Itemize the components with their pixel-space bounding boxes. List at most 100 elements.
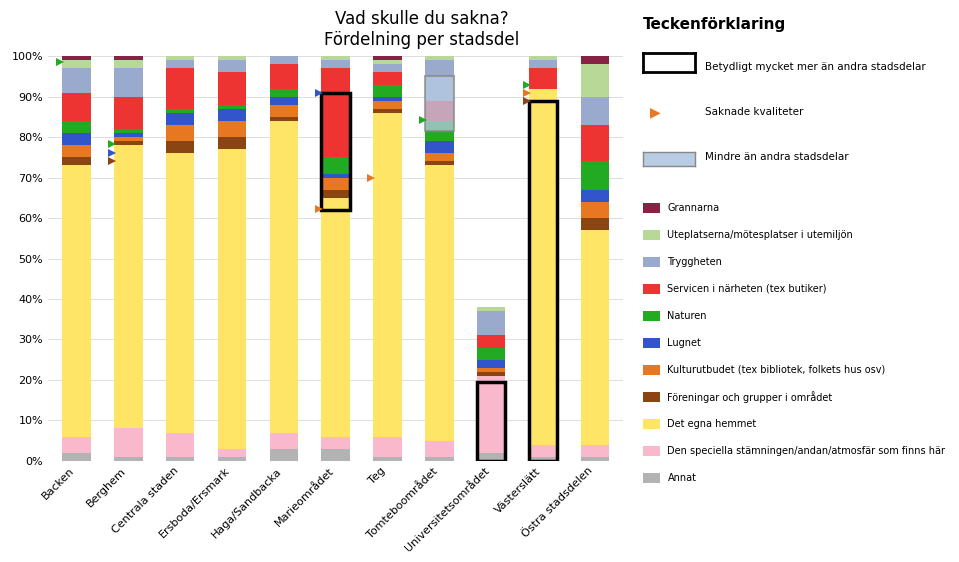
Bar xyxy=(425,76,454,131)
Text: Betydligt mycket mer än andra stadsdelar: Betydligt mycket mer än andra stadsdelar xyxy=(705,62,925,72)
Bar xyxy=(321,93,350,210)
Bar xyxy=(373,72,402,84)
Bar xyxy=(477,382,505,461)
Bar xyxy=(477,307,505,311)
Text: ▶: ▶ xyxy=(650,106,661,119)
Bar xyxy=(477,453,505,461)
Bar xyxy=(321,60,350,69)
Title: Vad skulle du sakna?
Fördelning per stadsdel: Vad skulle du sakna? Fördelning per stad… xyxy=(324,10,520,49)
Bar xyxy=(62,69,91,93)
Bar xyxy=(114,145,143,428)
Bar xyxy=(580,445,609,457)
Bar xyxy=(373,56,402,60)
Text: Föreningar och grupper i området: Föreningar och grupper i området xyxy=(667,391,832,403)
Bar xyxy=(528,457,557,461)
Bar xyxy=(62,157,91,165)
Bar xyxy=(269,448,298,461)
Bar xyxy=(114,69,143,97)
Bar xyxy=(114,60,143,69)
Bar xyxy=(218,109,246,121)
Bar xyxy=(269,56,298,64)
Bar xyxy=(62,93,91,121)
Bar xyxy=(373,64,402,72)
Bar xyxy=(425,457,454,461)
Bar xyxy=(166,69,195,109)
Bar xyxy=(62,165,91,437)
Bar xyxy=(425,441,454,457)
Bar xyxy=(269,52,298,56)
Bar xyxy=(62,60,91,69)
Bar xyxy=(114,141,143,145)
Bar xyxy=(62,145,91,157)
Text: Den speciella stämningen/andan/atmosfär som finns här: Den speciella stämningen/andan/atmosfär … xyxy=(667,446,946,456)
Bar xyxy=(373,101,402,109)
Bar xyxy=(477,368,505,372)
Text: Teckenförklaring: Teckenförklaring xyxy=(643,17,785,32)
Bar xyxy=(269,117,298,121)
Bar xyxy=(580,56,609,64)
Text: Uteplatserna/mötesplatser i utemiljön: Uteplatserna/mötesplatser i utemiljön xyxy=(667,230,854,240)
Bar xyxy=(114,97,143,129)
Bar xyxy=(218,72,246,105)
Bar xyxy=(166,457,195,461)
Bar xyxy=(114,457,143,461)
Text: Annat: Annat xyxy=(667,473,696,483)
Text: Lugnet: Lugnet xyxy=(667,338,701,348)
Bar xyxy=(528,56,557,60)
Bar xyxy=(477,347,505,360)
Bar xyxy=(580,457,609,461)
Bar xyxy=(528,445,557,457)
Bar xyxy=(321,190,350,198)
Bar xyxy=(62,56,91,60)
Bar xyxy=(425,56,454,60)
Bar xyxy=(373,113,402,437)
Bar xyxy=(166,56,195,60)
Bar xyxy=(528,69,557,89)
Bar xyxy=(321,56,350,60)
Bar xyxy=(269,433,298,448)
Bar xyxy=(269,64,298,89)
Bar xyxy=(580,161,609,190)
Bar xyxy=(166,433,195,457)
Bar xyxy=(218,121,246,137)
Bar xyxy=(218,137,246,149)
Bar xyxy=(477,311,505,336)
Bar xyxy=(166,113,195,125)
Bar xyxy=(166,60,195,69)
Bar xyxy=(528,89,557,445)
Bar xyxy=(62,133,91,145)
Bar xyxy=(580,190,609,202)
Bar xyxy=(425,121,454,141)
Bar xyxy=(218,56,246,60)
Bar xyxy=(321,198,350,437)
Bar xyxy=(580,97,609,125)
Text: Naturen: Naturen xyxy=(667,311,707,321)
Bar xyxy=(425,60,454,101)
Bar xyxy=(425,101,454,121)
Bar xyxy=(425,141,454,153)
Text: Tryggheten: Tryggheten xyxy=(667,257,722,267)
Text: Saknade kvaliteter: Saknade kvaliteter xyxy=(705,107,804,117)
Text: Servicen i närheten (tex butiker): Servicen i närheten (tex butiker) xyxy=(667,284,827,294)
Bar xyxy=(373,97,402,101)
Bar xyxy=(321,174,350,178)
Bar xyxy=(114,428,143,457)
Bar xyxy=(373,60,402,64)
Bar xyxy=(166,125,195,141)
Bar xyxy=(269,105,298,117)
Bar xyxy=(166,109,195,113)
Bar xyxy=(114,133,143,137)
Bar xyxy=(528,60,557,69)
Bar xyxy=(62,453,91,461)
Bar xyxy=(373,109,402,113)
Bar xyxy=(321,178,350,190)
Text: Kulturutbudet (tex bibliotek, folkets hus osv): Kulturutbudet (tex bibliotek, folkets hu… xyxy=(667,365,886,375)
Bar xyxy=(477,336,505,347)
Bar xyxy=(218,448,246,457)
Bar xyxy=(62,121,91,133)
Bar xyxy=(528,101,557,461)
Bar xyxy=(321,69,350,157)
Bar xyxy=(477,376,505,453)
Bar xyxy=(580,218,609,230)
Bar xyxy=(218,105,246,109)
